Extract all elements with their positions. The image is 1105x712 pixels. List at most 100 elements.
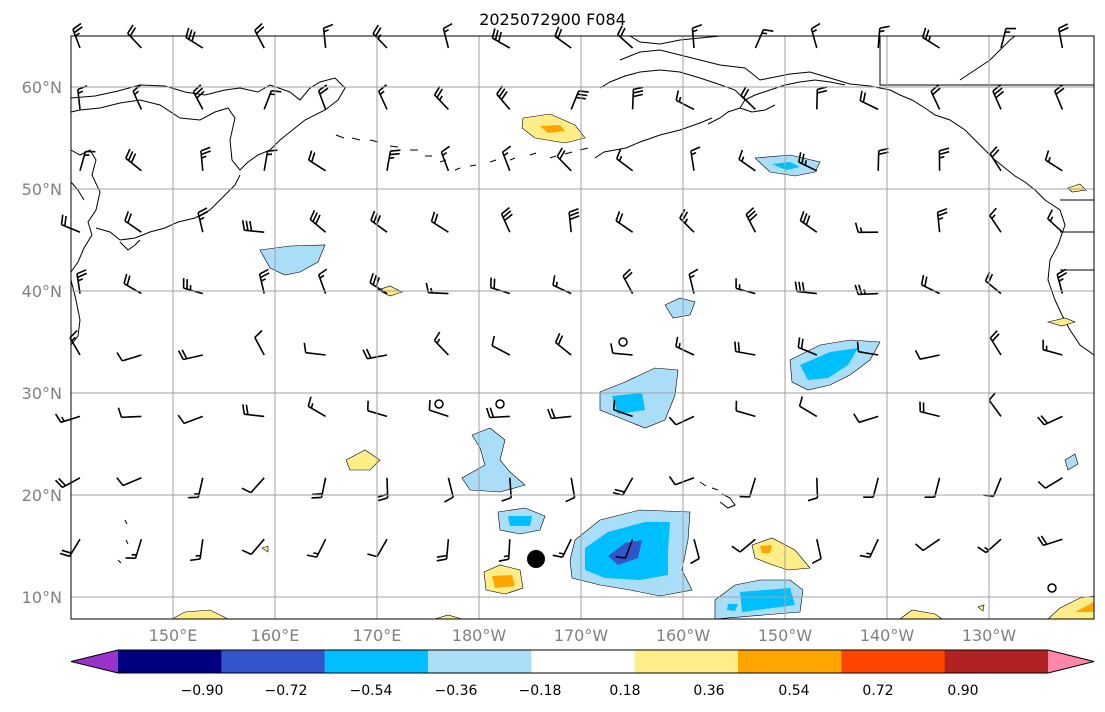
wind-barb [501,477,512,502]
wind-barb [309,209,327,233]
wind-barb [1057,23,1069,49]
wind-barb [668,476,695,486]
map-title: 2025072900 F084 [479,10,626,29]
wind-barb [854,222,879,234]
wind-barb [924,477,941,498]
lon-label-150w: 150°W [757,626,813,645]
wind-barb [307,396,327,418]
wind-barb [370,210,388,233]
wind-barb [859,538,879,559]
lat-label-40: 40°N [21,282,62,301]
wind-barb [241,220,265,233]
wind-barb [688,268,699,294]
lat-label-30: 30°N [21,384,62,403]
wind-barb [372,24,388,49]
wind-barb [675,336,695,356]
wind-barb [496,85,511,110]
wind-barb [920,274,940,295]
wind-barb [433,85,449,110]
wind-barb [442,23,453,49]
wind-barb [491,335,511,356]
wind-barb [691,23,703,49]
wind-barb [988,392,1002,417]
wind-barb [491,28,511,49]
colorbar-bin [324,650,429,673]
gridlines [71,36,1094,619]
wind-barb [877,25,890,49]
wind-barb [989,146,1002,172]
map-frame [71,36,1094,619]
wind-barb [123,273,142,295]
wind-barb [433,331,449,356]
wind-barb [311,477,327,499]
wind-barb [739,477,757,498]
wind-barb [1037,415,1063,426]
colorbar-bin [944,650,1049,673]
wind-barb [430,211,449,233]
wind-barb [919,401,940,418]
colorbar-tick-label: −0.90 [180,683,224,699]
wind-barb [303,342,326,356]
wind-barb [859,90,879,111]
wind-barb [1000,27,1016,49]
wind-barb [738,149,756,172]
colorbar-tick-label: −0.18 [518,683,562,699]
wind-barb [79,150,96,172]
wind-barb [690,146,701,171]
wind-barb [811,539,822,565]
colorbar [70,649,1095,674]
wind-barb [116,352,142,362]
wind-barb [500,206,513,233]
wind-barb [116,477,142,487]
wind-barb [317,84,329,110]
wind-barb [754,28,774,49]
colorbar-bin [738,650,842,673]
wind-barb [307,150,327,172]
colorbar-tick-label: −0.72 [264,683,308,699]
wind-barb [735,400,756,418]
wind-barb [125,148,142,172]
colorbar-extend-right [1048,650,1094,673]
wind-barb [731,538,756,553]
colorbar-bin [841,650,946,673]
wind-barb [615,149,634,172]
wind-barb [76,269,88,294]
colorbar-bin [634,650,739,673]
wind-barb [799,211,818,233]
wind-barb [188,477,204,499]
wind-barb [177,414,204,425]
wind-barb [554,26,572,49]
wind-barb [185,27,204,49]
lon-label-170e: 170°E [352,626,402,645]
wind-barb [797,337,818,356]
wind-barb [192,84,205,110]
calm-markers [434,337,1057,593]
wind-barb [570,90,589,110]
wind-barb [612,399,633,418]
lon-label-160w: 160°W [655,626,711,645]
wind-barb [615,211,634,233]
wind-barb [124,211,142,233]
wind-barb [1037,535,1063,547]
coastlines [70,35,1095,564]
wind-barb [668,415,695,426]
lat-label-10: 10°N [21,588,62,607]
wind-barb [938,147,950,171]
wind-barb [615,538,634,559]
wind-barb [936,207,948,233]
wind-barb [807,477,819,502]
wind-barb [1046,209,1063,233]
colorbar-bin [221,650,326,673]
wind-barb [631,86,644,110]
wind-barb [190,539,204,562]
contour-fills [171,113,1095,620]
wind-barb [200,146,211,171]
colorbar-bin [118,650,222,673]
wind-barb [367,538,388,558]
lat-label-20: 20°N [21,486,62,505]
wind-barb [810,22,821,49]
wind-barb [863,477,879,498]
wind-barb [254,329,265,356]
wind-barb [132,84,143,110]
